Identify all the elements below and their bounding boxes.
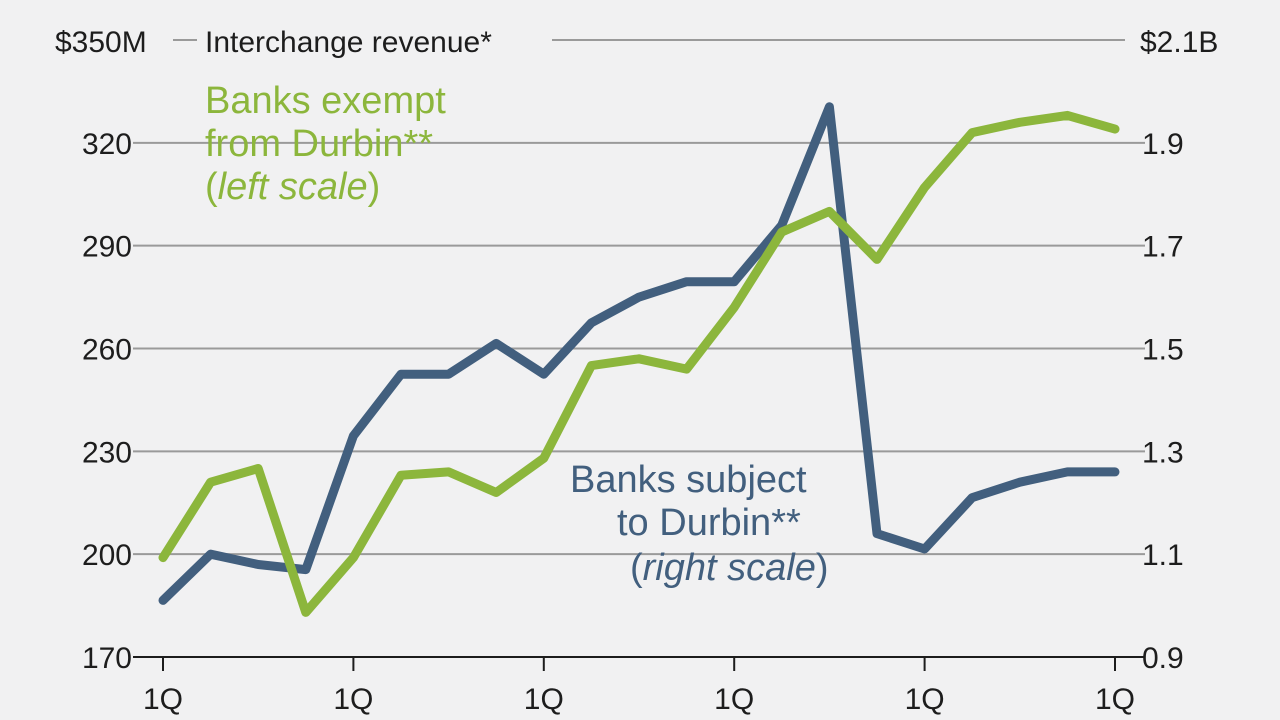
series-label-subject-line-2: to Durbin** xyxy=(617,502,801,544)
x-axis-tick-label: 1Q xyxy=(1095,683,1135,716)
right-axis-unit-label: $2.1B xyxy=(1140,26,1218,59)
right-axis-tick-label: 1.7 xyxy=(1142,231,1184,264)
left-axis-tick-label: 320 xyxy=(82,128,132,161)
x-axis-tick-label: 1Q xyxy=(143,683,183,716)
series-label-subject: Banks subject to Durbin** (right scale) xyxy=(570,459,829,589)
right-axis-tick-label: 1.5 xyxy=(1142,334,1184,367)
x-axis-tick-label: 1Q xyxy=(524,683,564,716)
right-axis-tick-label: 1.3 xyxy=(1142,436,1184,469)
axes: 170 200 230 260 290 320 0.9 1.1 1.3 1.5 1.7 1.9 1Q 1Q… xyxy=(82,128,1184,716)
x-axis-tick-label: 1Q xyxy=(714,683,754,716)
series-layer xyxy=(158,102,1120,617)
left-axis-tick-label: 170 xyxy=(82,642,132,675)
series-label-exempt-scale-note: (left scale) xyxy=(205,166,380,208)
x-axis-tick-label: 1Q xyxy=(333,683,373,716)
scale-note-text: left scale xyxy=(218,166,368,208)
scale-note-text: right scale xyxy=(643,547,816,589)
series-label-subject-line-1: Banks subject xyxy=(570,459,807,501)
right-axis-tick-label: 1.9 xyxy=(1142,128,1184,161)
left-axis-tick-label: 200 xyxy=(82,539,132,572)
right-axis-tick-label: 0.9 xyxy=(1142,642,1184,675)
series-label-exempt: Banks exempt from Durbin** (left scale) xyxy=(205,80,446,208)
series-label-exempt-line-1: Banks exempt xyxy=(205,80,446,122)
left-axis-tick-label: 260 xyxy=(82,334,132,367)
series-label-subject-scale-note: (right scale) xyxy=(630,547,829,589)
left-axis-tick-label: 230 xyxy=(82,436,132,469)
left-axis-unit-label: $350M xyxy=(55,26,147,59)
right-axis-tick-label: 1.1 xyxy=(1142,539,1184,572)
x-axis-tick-label: 1Q xyxy=(905,683,945,716)
series-line-exempt xyxy=(158,110,1120,617)
series-label-exempt-line-2: from Durbin** xyxy=(205,123,433,165)
series-line-subject xyxy=(158,102,1120,605)
chart-title: Interchange revenue* xyxy=(205,26,492,59)
left-axis-tick-label: 290 xyxy=(82,231,132,264)
gridlines xyxy=(133,39,1145,556)
